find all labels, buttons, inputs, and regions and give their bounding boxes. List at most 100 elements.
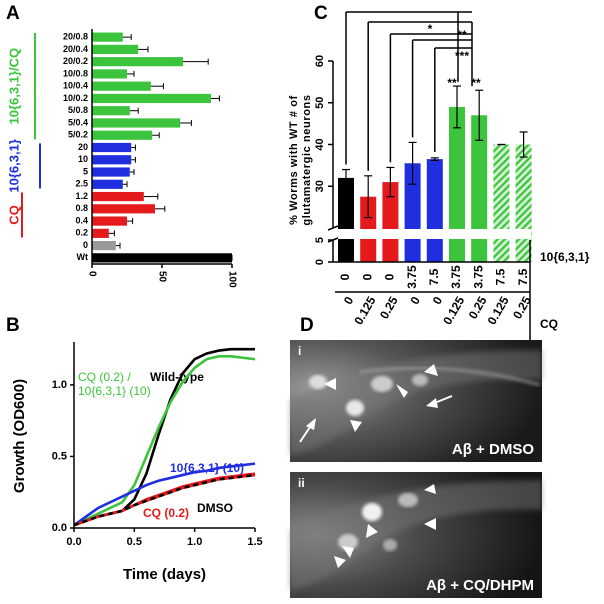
- bar: [92, 191, 144, 202]
- bar: [92, 106, 130, 116]
- condition-value: 0.125: [440, 294, 467, 327]
- micrograph-i: [290, 340, 542, 462]
- condition-value: 0.125: [351, 294, 378, 327]
- axis-break-gap: [334, 229, 531, 239]
- category-label: 0.4: [75, 215, 88, 225]
- x-tick-label: 50: [156, 271, 167, 283]
- condition-value: 0: [430, 294, 446, 307]
- bar: [92, 216, 127, 226]
- condition-value: 3.75: [449, 265, 463, 289]
- condition-value: 0.25: [377, 294, 401, 322]
- y-axis-label: glutamatergic neurons: [301, 94, 313, 225]
- category-label: 1.2: [75, 191, 88, 201]
- x-tick-label: 1.0: [187, 536, 202, 548]
- category-label: 20/0.2: [63, 56, 88, 66]
- significance-label: *: [428, 22, 433, 36]
- bar: [92, 118, 181, 128]
- y-tick-label: 0: [314, 259, 326, 265]
- group-label: CQ: [6, 205, 21, 225]
- bar: [92, 241, 116, 251]
- x-axis-label: Time (days): [123, 566, 206, 583]
- significance-label: ***: [455, 49, 469, 63]
- bar: [92, 32, 123, 42]
- x-tick-label: 1.5: [247, 536, 262, 548]
- condition-value: 0: [360, 273, 374, 280]
- condition-value: 7.5: [494, 268, 508, 285]
- panel-label: B: [6, 315, 20, 336]
- series-label: DMSO: [197, 501, 233, 515]
- bar: [92, 44, 139, 54]
- x-tick-label: 0: [86, 271, 97, 277]
- category-label: 0: [83, 240, 88, 250]
- bar: [92, 204, 155, 214]
- y-tick-label: 1.0: [52, 379, 67, 391]
- bar: [92, 69, 127, 79]
- bar: [92, 155, 132, 165]
- bar: [471, 115, 488, 263]
- y-axis-label: % Worms with WT # of: [288, 95, 300, 225]
- condition-value: 0: [383, 273, 397, 280]
- panel-label: C: [314, 3, 328, 24]
- y-axis-label: Growth (OD600): [11, 379, 28, 493]
- bar: [426, 159, 443, 262]
- series-line: [73, 462, 256, 527]
- condition-value: 0: [407, 294, 423, 307]
- condition-value: 3.75: [405, 265, 419, 289]
- x-tick-label: 0.0: [66, 536, 81, 548]
- bar: [92, 81, 151, 91]
- bar: [92, 179, 123, 189]
- axis-break-mark: [327, 225, 339, 231]
- group-label: 10{6,3,1}: [6, 139, 21, 193]
- bar: [382, 182, 399, 262]
- condition-value: 0.125: [485, 294, 512, 327]
- y-tick-label: 60: [314, 55, 326, 67]
- image-index: i: [298, 344, 301, 358]
- category-label: 20: [78, 142, 88, 152]
- x-tick-label: 100: [226, 271, 237, 288]
- category-label: 0.8: [75, 203, 88, 213]
- category-label: 5/0.4: [68, 117, 88, 127]
- category-label: 10: [78, 154, 88, 164]
- group-label: 10{6,3,1}/CQ: [6, 48, 21, 125]
- category-label: 5/0.8: [68, 105, 88, 115]
- condition-name: 10{6,3,1}: [540, 250, 590, 264]
- significance-label: **: [447, 76, 457, 90]
- image-index: ii: [298, 476, 305, 490]
- category-label: 20/0.4: [63, 44, 88, 54]
- bar: [92, 57, 183, 67]
- series-line-dash: [73, 473, 256, 527]
- bar: [493, 144, 510, 262]
- series-label: 10{6,3,1} (10): [170, 461, 244, 475]
- category-label: 10/0.4: [63, 81, 88, 91]
- category-label: 20/0.8: [63, 32, 88, 42]
- bar: [338, 177, 354, 262]
- category-label: 10/0.2: [63, 93, 88, 103]
- bar: [92, 142, 132, 153]
- condition-value: 3.75: [471, 265, 485, 289]
- bar: [92, 93, 211, 104]
- bar: [92, 130, 153, 140]
- y-tick-label: 50: [314, 97, 326, 109]
- bar: [92, 253, 232, 263]
- condition-value: 0: [338, 273, 352, 280]
- image-caption: Aβ + CQ/DHPM: [426, 577, 534, 594]
- condition-value: 0: [341, 294, 357, 307]
- y-tick-label: 5: [314, 237, 326, 243]
- category-label: Wt: [77, 252, 89, 262]
- bar: [92, 167, 130, 177]
- micrograph-ii: [290, 472, 542, 598]
- significance-label: **: [471, 76, 481, 90]
- panel-label: D: [300, 315, 314, 336]
- y-tick-label: 0.0: [52, 522, 67, 534]
- bar: [515, 144, 532, 262]
- category-label: 0.2: [75, 228, 88, 238]
- y-tick-label: 30: [314, 180, 326, 192]
- series-line: [73, 355, 256, 527]
- condition-name: CQ: [540, 317, 558, 331]
- category-label: 5: [83, 166, 88, 176]
- image-caption: Aβ + DMSO: [452, 441, 534, 458]
- significance-label: **: [457, 28, 467, 42]
- bar: [92, 228, 109, 238]
- bar: [449, 106, 465, 262]
